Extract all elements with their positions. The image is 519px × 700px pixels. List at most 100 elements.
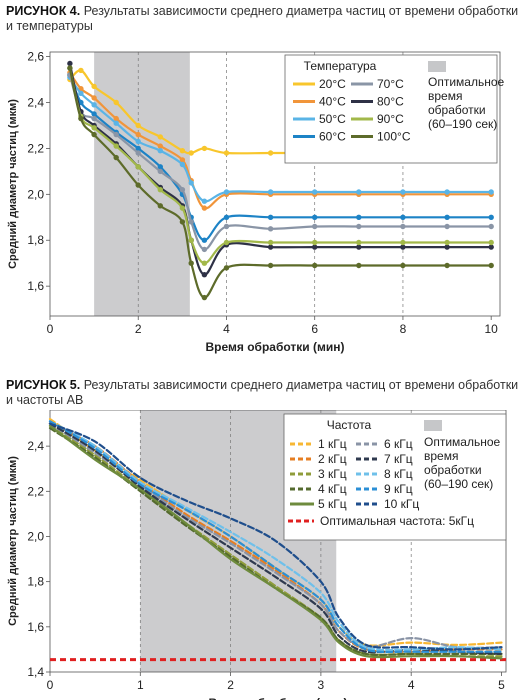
- data-point: [91, 125, 97, 131]
- data-point: [179, 187, 186, 193]
- data-point: [223, 214, 230, 220]
- data-point: [400, 239, 406, 246]
- series-line: [48, 420, 503, 652]
- data-point: [201, 294, 208, 301]
- data-point: [113, 154, 119, 161]
- legend-title: Частота: [327, 418, 372, 432]
- x-tick-label: 0: [47, 322, 54, 336]
- y-tick-label: 2,6: [27, 50, 44, 64]
- data-point: [135, 122, 141, 129]
- y-tick-label: 1,6: [27, 279, 44, 293]
- legend-item-label: 1 кГц: [318, 437, 347, 451]
- legend-item-label: 90°С: [377, 112, 404, 126]
- figure-5-caption-line2: и частоты АВ: [6, 393, 84, 407]
- data-point: [78, 67, 84, 74]
- data-point: [444, 223, 450, 230]
- data-point: [400, 214, 406, 220]
- series-line: [68, 71, 493, 210]
- series-line: [68, 76, 493, 203]
- x-tick-label: 2: [227, 678, 234, 692]
- data-point: [267, 226, 274, 232]
- data-point: [488, 189, 494, 195]
- data-point: [400, 262, 406, 269]
- data-point: [201, 205, 208, 211]
- data-point: [400, 189, 406, 195]
- plot-frame: [49, 410, 507, 673]
- legend-item-label: 7 кГц: [384, 452, 413, 466]
- data-point: [267, 244, 274, 250]
- data-point: [91, 111, 97, 117]
- legend-item-label: 40°С: [319, 95, 346, 109]
- legend-item-label: 9 кГц: [384, 482, 413, 496]
- series-line: [68, 73, 493, 251]
- x-tick-label: 8: [400, 322, 407, 336]
- data-point: [223, 265, 230, 271]
- data-point: [267, 150, 274, 156]
- x-axis-label: Время обработки (мин): [205, 340, 344, 354]
- data-point: [91, 131, 97, 138]
- data-point: [223, 150, 230, 156]
- data-point: [267, 262, 274, 269]
- legend-shade-swatch: [428, 61, 446, 72]
- data-point: [91, 102, 97, 108]
- data-point: [188, 180, 194, 186]
- legend-item-label: 70°С: [377, 77, 404, 91]
- data-point: [312, 244, 318, 250]
- data-point: [113, 143, 119, 149]
- legend-shade-label: время: [428, 89, 462, 103]
- y-tick-label: 1,8: [27, 575, 44, 589]
- data-point: [157, 148, 163, 154]
- legend-reference-label: Оптимальная частота: 5кГц: [320, 514, 474, 528]
- data-point: [78, 90, 84, 96]
- data-point: [179, 157, 186, 163]
- data-point: [113, 115, 119, 122]
- x-tick-label: 3: [318, 678, 325, 692]
- data-point: [488, 262, 494, 269]
- data-point: [135, 131, 141, 138]
- data-point: [135, 164, 141, 170]
- y-tick-label: 2,4: [27, 439, 44, 453]
- data-point: [223, 239, 230, 246]
- data-point: [91, 83, 97, 90]
- legend-item-label: 50°С: [319, 112, 346, 126]
- plot-frame: [49, 51, 501, 317]
- data-point: [113, 131, 119, 138]
- figure-4-chart: 0 2 4 6 8 10 1,6 1,8 2,0 2,2 2,4 2,6 Время обработки…: [7, 50, 505, 354]
- legend-box: [283, 413, 507, 541]
- data-point: [135, 150, 141, 156]
- data-point: [356, 262, 362, 269]
- figure-4-caption: РИСУНОК 4. Результаты зависимости средне…: [6, 4, 518, 34]
- y-tick-label: 2,0: [27, 187, 44, 201]
- data-point: [91, 115, 97, 122]
- data-point: [356, 223, 362, 230]
- data-point: [312, 223, 318, 230]
- data-point: [356, 214, 362, 220]
- data-point: [157, 203, 163, 209]
- y-tick-label: 2,4: [27, 96, 44, 110]
- legend-item-label: 3 кГц: [318, 467, 347, 481]
- series-line: [68, 67, 493, 265]
- data-point: [356, 244, 362, 250]
- data-point: [201, 145, 208, 152]
- data-point: [201, 260, 208, 266]
- legend-item-label: 2 кГц: [318, 452, 347, 466]
- data-point: [201, 272, 208, 278]
- figure-5-caption: РИСУНОК 5. Результаты зависимости средне…: [6, 378, 518, 408]
- data-point: [67, 60, 73, 67]
- data-point: [157, 134, 163, 140]
- data-point: [400, 244, 406, 250]
- legend-shade-label: обработки: [424, 463, 482, 477]
- y-tick-label: 2,0: [27, 529, 44, 543]
- legend-title: Температура: [304, 59, 377, 73]
- data-point: [78, 115, 84, 122]
- x-tick-label: 5: [498, 678, 505, 692]
- x-tick-label: 10: [484, 322, 498, 336]
- y-tick-label: 2,2: [27, 141, 44, 155]
- data-point: [444, 262, 450, 269]
- figure-5-chart: 0 1 2 3 4 5 1,4 1,6 1,8 2,0 2,2 2,4 Время обработки …: [7, 410, 507, 700]
- data-point: [135, 182, 141, 188]
- data-point: [488, 244, 494, 250]
- y-axis-label: Средний диаметр частиц (мкм): [7, 99, 19, 269]
- data-point: [444, 244, 450, 250]
- series-line: [48, 420, 503, 654]
